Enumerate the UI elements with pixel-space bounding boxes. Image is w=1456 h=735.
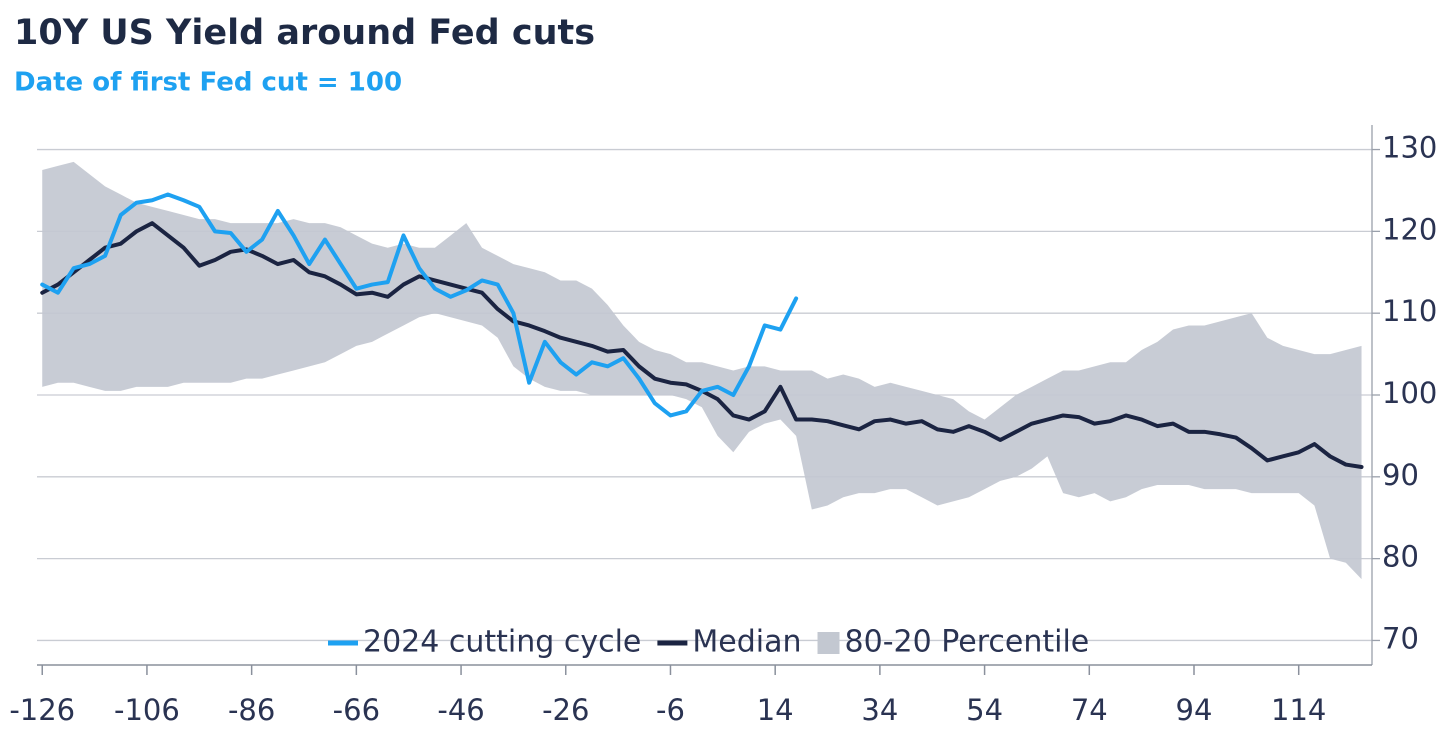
y-tick-label: 110 bbox=[1382, 294, 1437, 328]
chart-subtitle: Date of first Fed cut = 100 bbox=[14, 68, 402, 98]
plot-area bbox=[40, 161, 1364, 580]
legend-label: 2024 cutting cycle bbox=[363, 625, 641, 660]
y-tick-label: 90 bbox=[1382, 458, 1419, 492]
x-tick-label: -126 bbox=[9, 693, 75, 727]
y-tick-label: 100 bbox=[1382, 376, 1437, 410]
x-tick-label: 54 bbox=[966, 693, 1003, 727]
y-tick-label: 80 bbox=[1382, 540, 1419, 574]
x-tick-label: -106 bbox=[114, 693, 180, 727]
axes: 70 80 90 100 110 120 130 -126 -106 -86 -66 -46 -26 -6… bbox=[9, 125, 1437, 727]
x-tick-label: -6 bbox=[656, 693, 685, 727]
legend-swatch bbox=[817, 632, 840, 654]
x-tick-label: 114 bbox=[1271, 693, 1326, 727]
chart-title: 10Y US Yield around Fed cuts bbox=[14, 13, 595, 53]
x-tick-label: 34 bbox=[861, 693, 898, 727]
x-tick-label: -66 bbox=[333, 693, 380, 727]
x-tick-label: -46 bbox=[437, 693, 484, 727]
x-tick-label: -26 bbox=[542, 693, 589, 727]
y-tick-label: 70 bbox=[1382, 621, 1419, 655]
legend-label: 80-20 Percentile bbox=[845, 625, 1090, 660]
series-line bbox=[40, 192, 799, 418]
legend: 2024 cutting cycle Median 80-20 Percentile bbox=[328, 625, 1089, 660]
x-tick-label: 14 bbox=[757, 693, 794, 727]
legend-label: Median bbox=[692, 625, 801, 660]
x-tick-label: 74 bbox=[1071, 693, 1108, 727]
x-tick-label: -86 bbox=[228, 693, 275, 727]
percentile-band bbox=[42, 161, 1362, 580]
x-tick-label: 94 bbox=[1176, 693, 1213, 727]
y-tick-label: 130 bbox=[1382, 131, 1437, 165]
y-tick-label: 120 bbox=[1382, 212, 1437, 246]
